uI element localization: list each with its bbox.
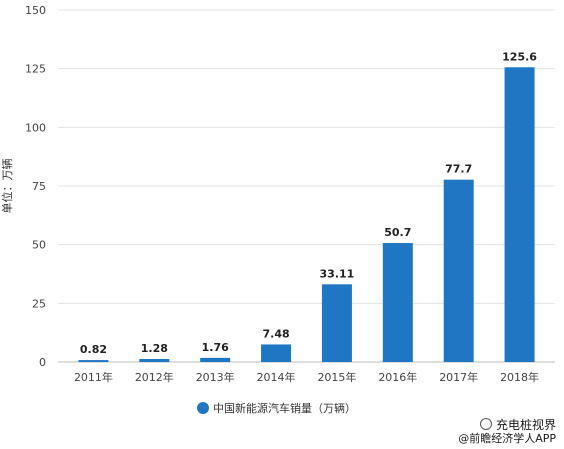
x-tick-label: 2015年 bbox=[317, 370, 356, 384]
y-tick-label: 100 bbox=[25, 121, 46, 134]
x-tick-label: 2014年 bbox=[257, 370, 296, 384]
y-tick-label: 25 bbox=[32, 297, 46, 310]
bar bbox=[139, 358, 170, 362]
legend-label: 中国新能源汽车销量（万辆） bbox=[213, 401, 356, 415]
bar bbox=[78, 360, 109, 362]
bar bbox=[321, 284, 352, 362]
gridlines bbox=[58, 9, 555, 363]
data-label: 33.11 bbox=[320, 267, 355, 280]
data-label: 77.7 bbox=[445, 163, 472, 176]
bar bbox=[261, 344, 292, 362]
y-tick-label: 125 bbox=[25, 63, 46, 76]
data-label: 1.28 bbox=[141, 342, 168, 355]
watermark-channel: 充电桩视界 bbox=[479, 416, 556, 433]
data-labels: 0.82 1.28 1.76 7.48 33.11 50.7 77.7 125.6 bbox=[80, 50, 537, 356]
x-tick-label: 2011年 bbox=[74, 370, 113, 384]
data-label: 1.76 bbox=[202, 341, 229, 354]
bar bbox=[443, 179, 474, 362]
y-axis-label: 单位：万辆 bbox=[0, 159, 14, 214]
chat-icon bbox=[479, 418, 492, 430]
x-axis-ticks: 2011年 2012年 2013年 2014年 2015年 2016年 2017年 2018年 bbox=[74, 370, 539, 384]
legend: 中国新能源汽车销量（万辆） bbox=[197, 401, 356, 415]
bar bbox=[382, 243, 413, 362]
y-tick-label: 150 bbox=[25, 4, 46, 17]
watermark-source: @前瞻经济学人APP bbox=[458, 432, 556, 445]
data-label: 50.7 bbox=[384, 226, 411, 239]
bar bbox=[504, 67, 535, 362]
bar bbox=[200, 357, 231, 362]
data-label: 125.6 bbox=[502, 50, 537, 63]
legend-marker bbox=[197, 402, 209, 414]
x-tick-label: 2013年 bbox=[196, 370, 235, 384]
x-tick-label: 2018年 bbox=[500, 370, 539, 384]
x-tick-label: 2017年 bbox=[439, 370, 478, 384]
x-tick-label: 2016年 bbox=[378, 370, 417, 384]
data-label: 7.48 bbox=[262, 327, 289, 340]
watermark-channel-text: 充电桩视界 bbox=[495, 418, 556, 432]
y-tick-label: 75 bbox=[32, 180, 46, 193]
bars bbox=[78, 67, 535, 362]
y-tick-label: 50 bbox=[32, 239, 46, 252]
data-label: 0.82 bbox=[80, 343, 107, 356]
y-axis-ticks: 0 25 50 75 100 125 150 bbox=[25, 4, 46, 369]
x-tick-label: 2012年 bbox=[135, 370, 174, 384]
y-tick-label: 0 bbox=[39, 356, 46, 369]
